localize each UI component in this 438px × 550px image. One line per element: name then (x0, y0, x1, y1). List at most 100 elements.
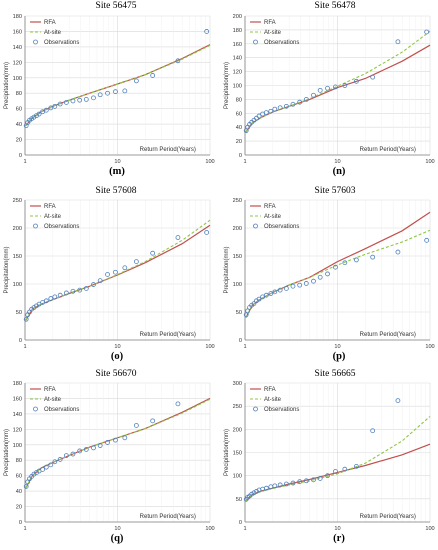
x-tick-label: 10 (334, 159, 340, 165)
y-tick-label: 160 (13, 29, 22, 35)
y-tick-label: 50 (236, 310, 242, 316)
x-tick-label: 10 (114, 344, 120, 350)
y-tick-label: 150 (233, 254, 242, 260)
observation-point (251, 490, 257, 496)
y-tick-label: 120 (233, 70, 242, 76)
y-tick-label: 200 (233, 427, 242, 433)
observation-point (317, 476, 323, 481)
legend-label: RFA (264, 20, 276, 26)
x-axis-label: Return Period(Years) (140, 332, 196, 338)
y-tick-label: 180 (13, 14, 22, 20)
observation-point (31, 471, 37, 477)
observation-point (77, 287, 83, 293)
y-axis-label: Precipitation(mm) (4, 429, 10, 476)
observation-point (204, 230, 210, 235)
observation-point (97, 278, 103, 284)
observation-point (277, 105, 283, 111)
legend-label: At-site (44, 397, 62, 403)
observation-point (251, 301, 257, 307)
legend-obs-swatch (33, 223, 38, 229)
y-tick-label: 40 (236, 125, 242, 131)
at-site-line (245, 415, 431, 502)
observation-point (272, 289, 278, 295)
observation-point (333, 264, 338, 270)
observation-point (175, 235, 181, 240)
x-tick-label: 10 (334, 344, 340, 350)
chart-title: Site 56670 (96, 369, 137, 379)
observation-point (175, 401, 181, 407)
observation-point (83, 97, 89, 102)
observation-point (52, 459, 58, 465)
y-tick-label: 0 (19, 520, 22, 526)
observation-point (424, 237, 430, 243)
x-tick-label: 100 (425, 526, 434, 532)
panel-label: (p) (333, 351, 346, 362)
y-tick-label: 200 (13, 226, 22, 232)
legend-obs-swatch (253, 39, 258, 45)
y-tick-label: 120 (13, 60, 22, 66)
observation-point (113, 89, 118, 95)
panel-label: (m) (109, 166, 125, 177)
y-tick-label: 0 (19, 338, 22, 344)
observation-point (353, 257, 359, 263)
observation-point (256, 113, 262, 119)
rfa-line (245, 443, 431, 502)
observation-point (83, 286, 89, 291)
y-tick-label: 100 (233, 474, 242, 480)
y-tick-label: 100 (233, 282, 242, 288)
y-tick-label: 60 (16, 474, 22, 480)
x-tick-label: 10 (334, 526, 340, 532)
observation-point (370, 254, 376, 260)
y-axis-label: Precipitation(mm) (4, 62, 10, 109)
legend-label: At-site (264, 30, 282, 36)
observation-point (70, 451, 76, 457)
observation-point (122, 88, 128, 94)
legend-obs-swatch (253, 223, 258, 229)
legend-label: At-site (44, 214, 62, 220)
x-tick-label: 100 (425, 344, 434, 350)
observation-point (333, 84, 338, 90)
legend-label: Observations (264, 40, 299, 46)
y-tick-label: 250 (13, 198, 22, 204)
x-tick-label: 100 (205, 344, 214, 350)
observation-point (263, 292, 269, 298)
x-tick-label: 1 (23, 159, 26, 165)
observation-point (277, 482, 283, 488)
observation-point (52, 294, 58, 300)
observation-point (77, 97, 83, 103)
panel-label: (o) (111, 351, 124, 362)
observation-point (150, 73, 156, 78)
observation-point (122, 265, 128, 271)
x-axis-label: Return Period(Years) (140, 514, 196, 520)
legend-label: RFA (264, 387, 276, 393)
observation-point (254, 489, 259, 494)
rfa-line (25, 224, 211, 321)
observation-point (370, 74, 376, 80)
observation-point (48, 462, 54, 468)
observation-point (317, 274, 323, 280)
observation-point (91, 282, 96, 287)
observation-point (290, 283, 296, 289)
at-site-line (245, 229, 431, 318)
y-tick-label: 120 (13, 427, 22, 433)
y-tick-label: 40 (16, 122, 22, 128)
at-site-line (25, 398, 211, 489)
observation-point (333, 469, 338, 474)
legend-label: RFA (44, 387, 56, 393)
y-tick-label: 100 (13, 76, 22, 82)
observation-point (283, 286, 289, 291)
x-axis-label: Return Period(Years) (140, 147, 196, 153)
legend-obs-swatch (253, 406, 258, 412)
observation-point (23, 484, 29, 489)
legend-label: RFA (44, 20, 56, 26)
observation-point (325, 85, 330, 91)
legend-label: Observations (44, 224, 79, 230)
y-tick-label: 200 (233, 14, 242, 20)
x-tick-label: 10 (114, 159, 120, 165)
panel-label: (r) (333, 533, 345, 544)
chart-title: Site 56478 (315, 1, 356, 11)
observation-point (268, 291, 274, 296)
legend-label: At-site (264, 214, 282, 220)
y-tick-label: 140 (233, 56, 242, 62)
